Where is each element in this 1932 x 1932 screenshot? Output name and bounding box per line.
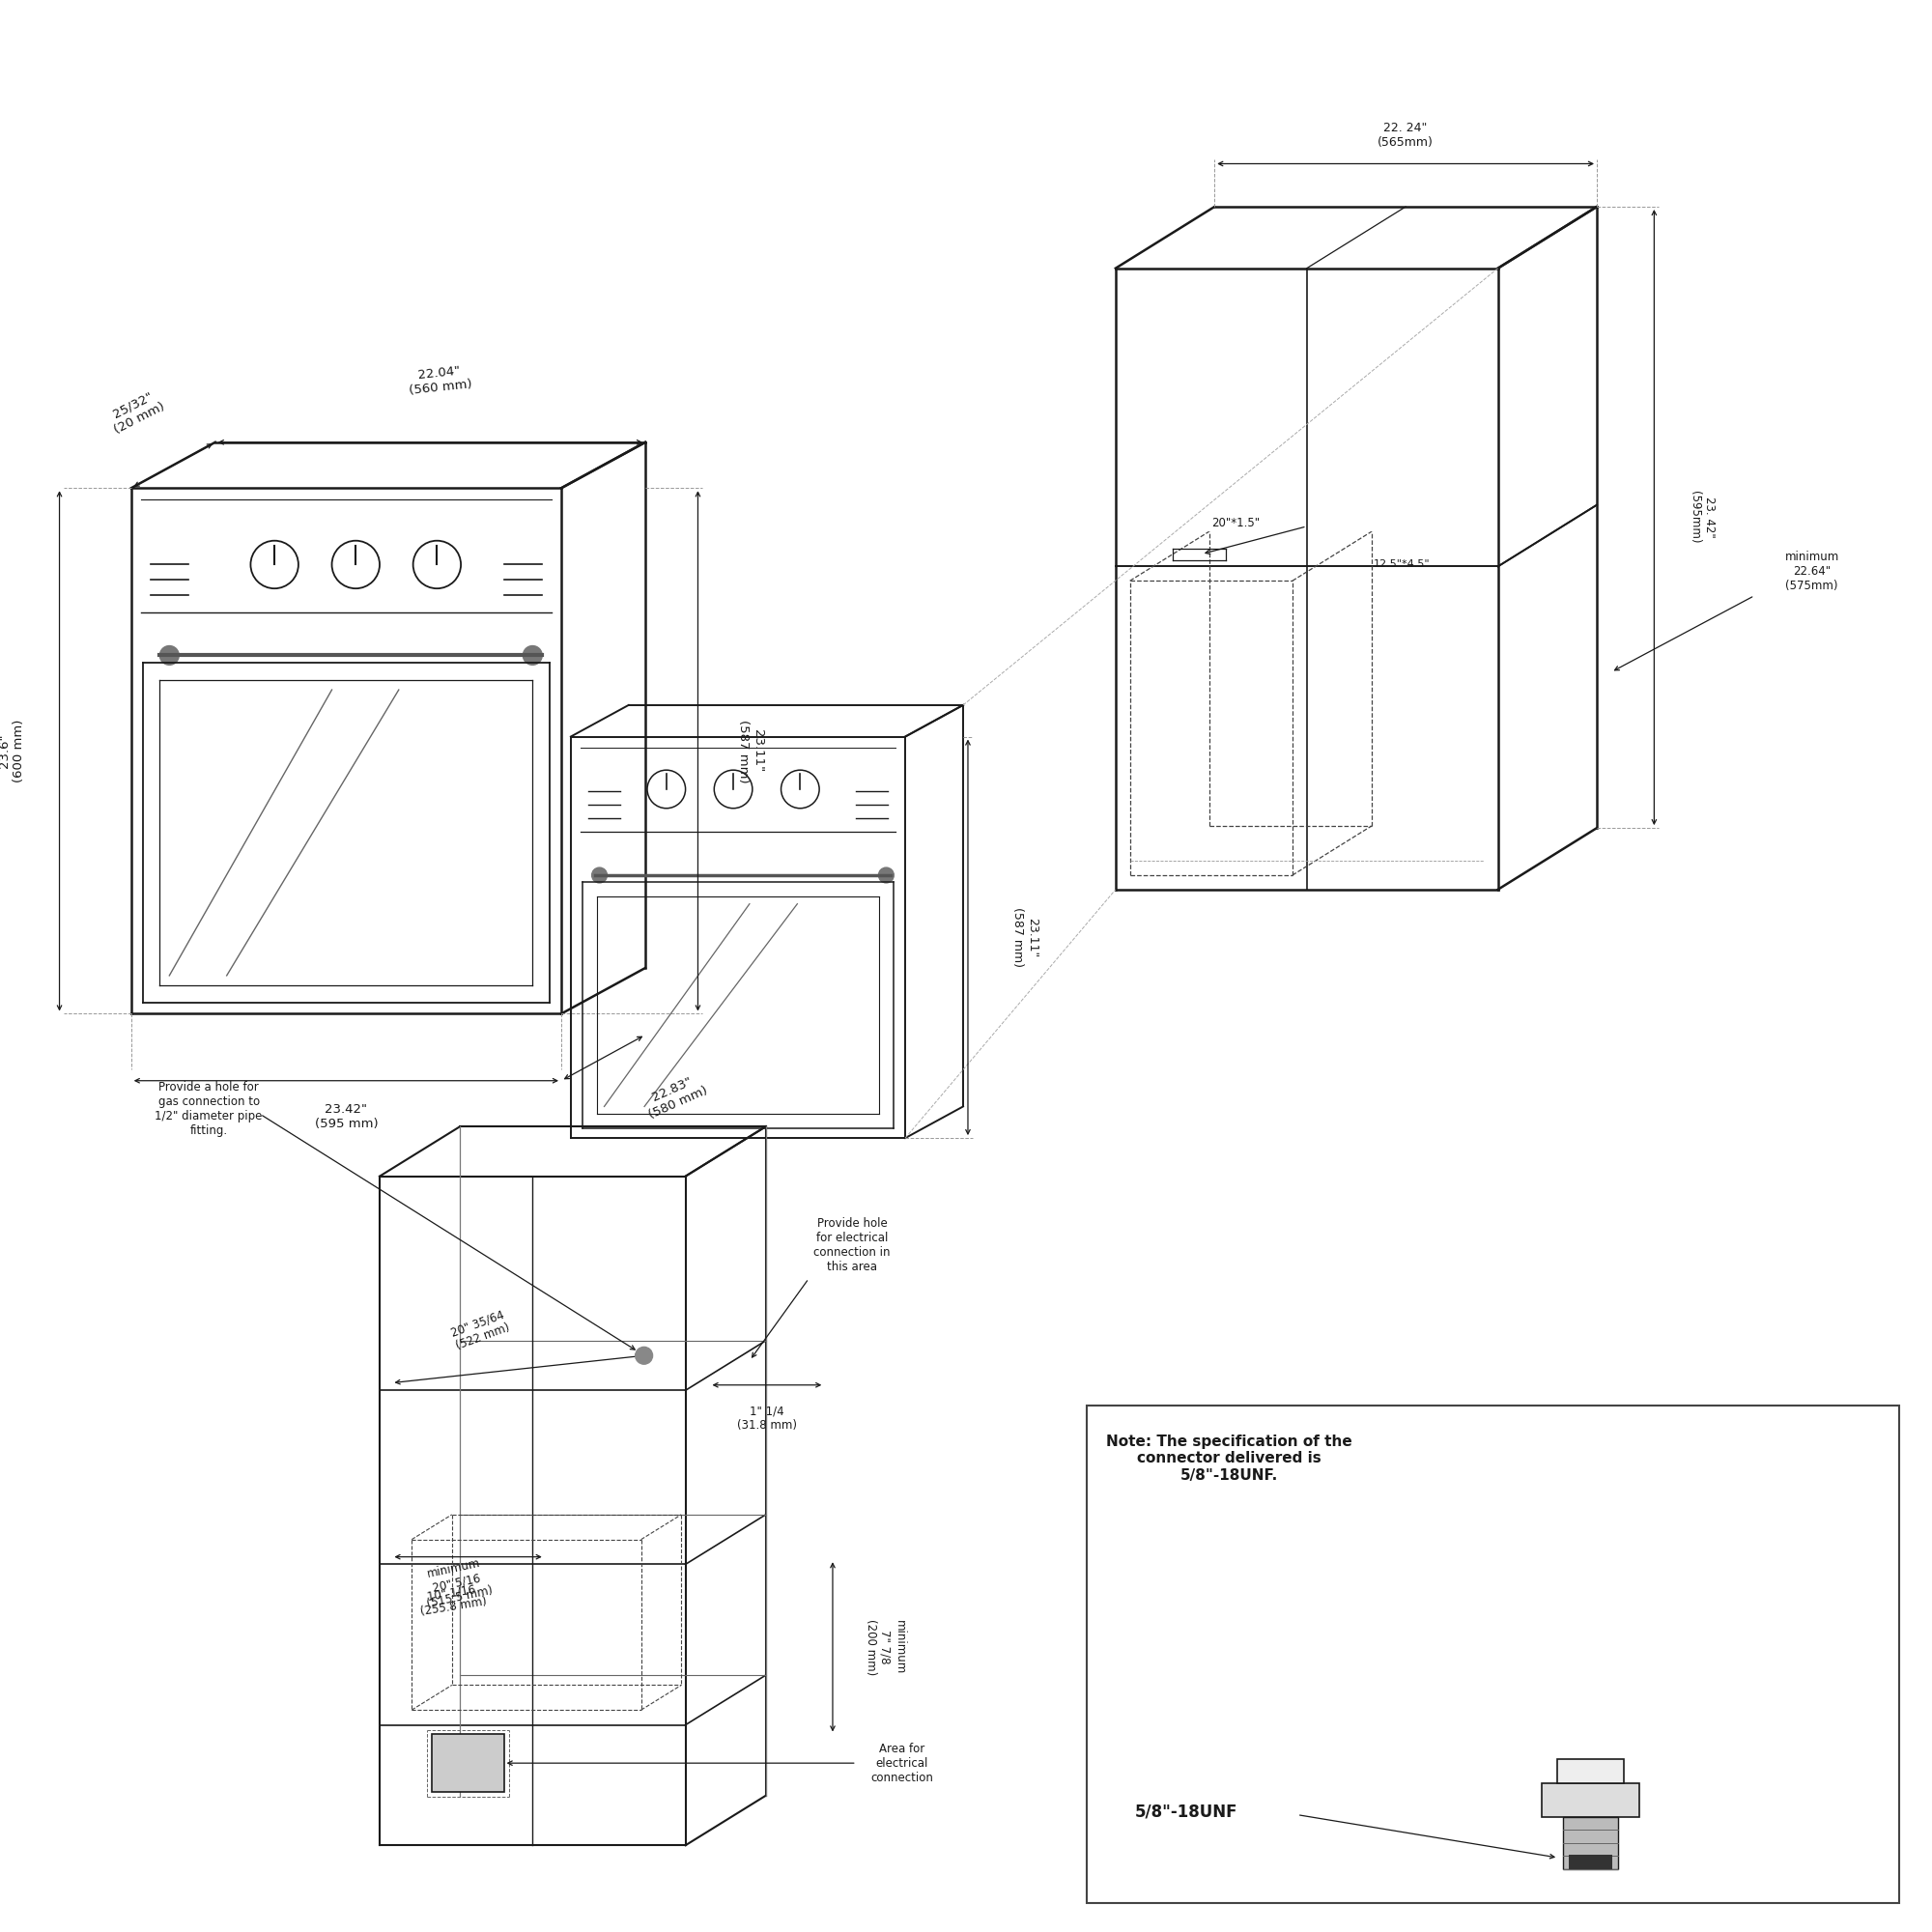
Bar: [1563, 1816, 1619, 1868]
Text: Provide hole
for electrical
connection in
this area: Provide hole for electrical connection i…: [813, 1217, 891, 1273]
Text: 23. 42"
(595mm): 23. 42" (595mm): [1689, 491, 1716, 543]
Circle shape: [591, 867, 607, 883]
Bar: [1569, 1855, 1613, 1868]
Text: 22. 24"
(565mm): 22. 24" (565mm): [1378, 122, 1434, 149]
Text: 22.83"
(580 mm): 22.83" (580 mm): [641, 1070, 709, 1121]
Circle shape: [636, 1347, 653, 1364]
Text: 23.11"
(587 mm): 23.11" (587 mm): [1012, 908, 1039, 968]
Text: minimum
20" 5/16
(515.5 mm): minimum 20" 5/16 (515.5 mm): [419, 1555, 495, 1611]
Text: minimum
7" 7/8
(200 mm): minimum 7" 7/8 (200 mm): [864, 1619, 906, 1675]
Text: Note: The specification of the
connector delivered is
5/8"-18UNF.: Note: The specification of the connector…: [1105, 1434, 1352, 1482]
Circle shape: [524, 645, 543, 665]
Bar: [1542, 1783, 1640, 1816]
Circle shape: [879, 867, 895, 883]
Text: 22.04"
(560 mm): 22.04" (560 mm): [408, 363, 473, 396]
Text: 23.6"
(600 mm): 23.6" (600 mm): [0, 719, 25, 782]
Text: 12.5"*4.5": 12.5"*4.5": [1374, 558, 1430, 568]
Text: 5/8"-18UNF: 5/8"-18UNF: [1134, 1803, 1238, 1820]
Bar: [1088, 1406, 1899, 1903]
Text: Area for
electrical
connection: Area for electrical connection: [871, 1743, 933, 1783]
Bar: [433, 1735, 504, 1791]
Text: 23.11"
(587 mm): 23.11" (587 mm): [736, 719, 763, 782]
Text: 23.42"
(595 mm): 23.42" (595 mm): [315, 1103, 379, 1130]
Text: minimum
22.64"
(575mm): minimum 22.64" (575mm): [1785, 551, 1839, 593]
Text: Provide a hole for
gas connection to
1/2" diameter pipe
fitting.: Provide a hole for gas connection to 1/2…: [155, 1080, 263, 1136]
Text: 20" 35/64
(522 mm): 20" 35/64 (522 mm): [448, 1308, 512, 1352]
Text: 20"*1.5": 20"*1.5": [1211, 518, 1260, 529]
Text: 25/32"
(20 mm): 25/32" (20 mm): [104, 386, 166, 437]
Text: 10" 1/16
(255.8 mm): 10" 1/16 (255.8 mm): [417, 1580, 489, 1619]
Text: 1" 1/4
(31.8 mm): 1" 1/4 (31.8 mm): [736, 1405, 796, 1432]
Bar: [1557, 1760, 1625, 1783]
Circle shape: [160, 645, 180, 665]
